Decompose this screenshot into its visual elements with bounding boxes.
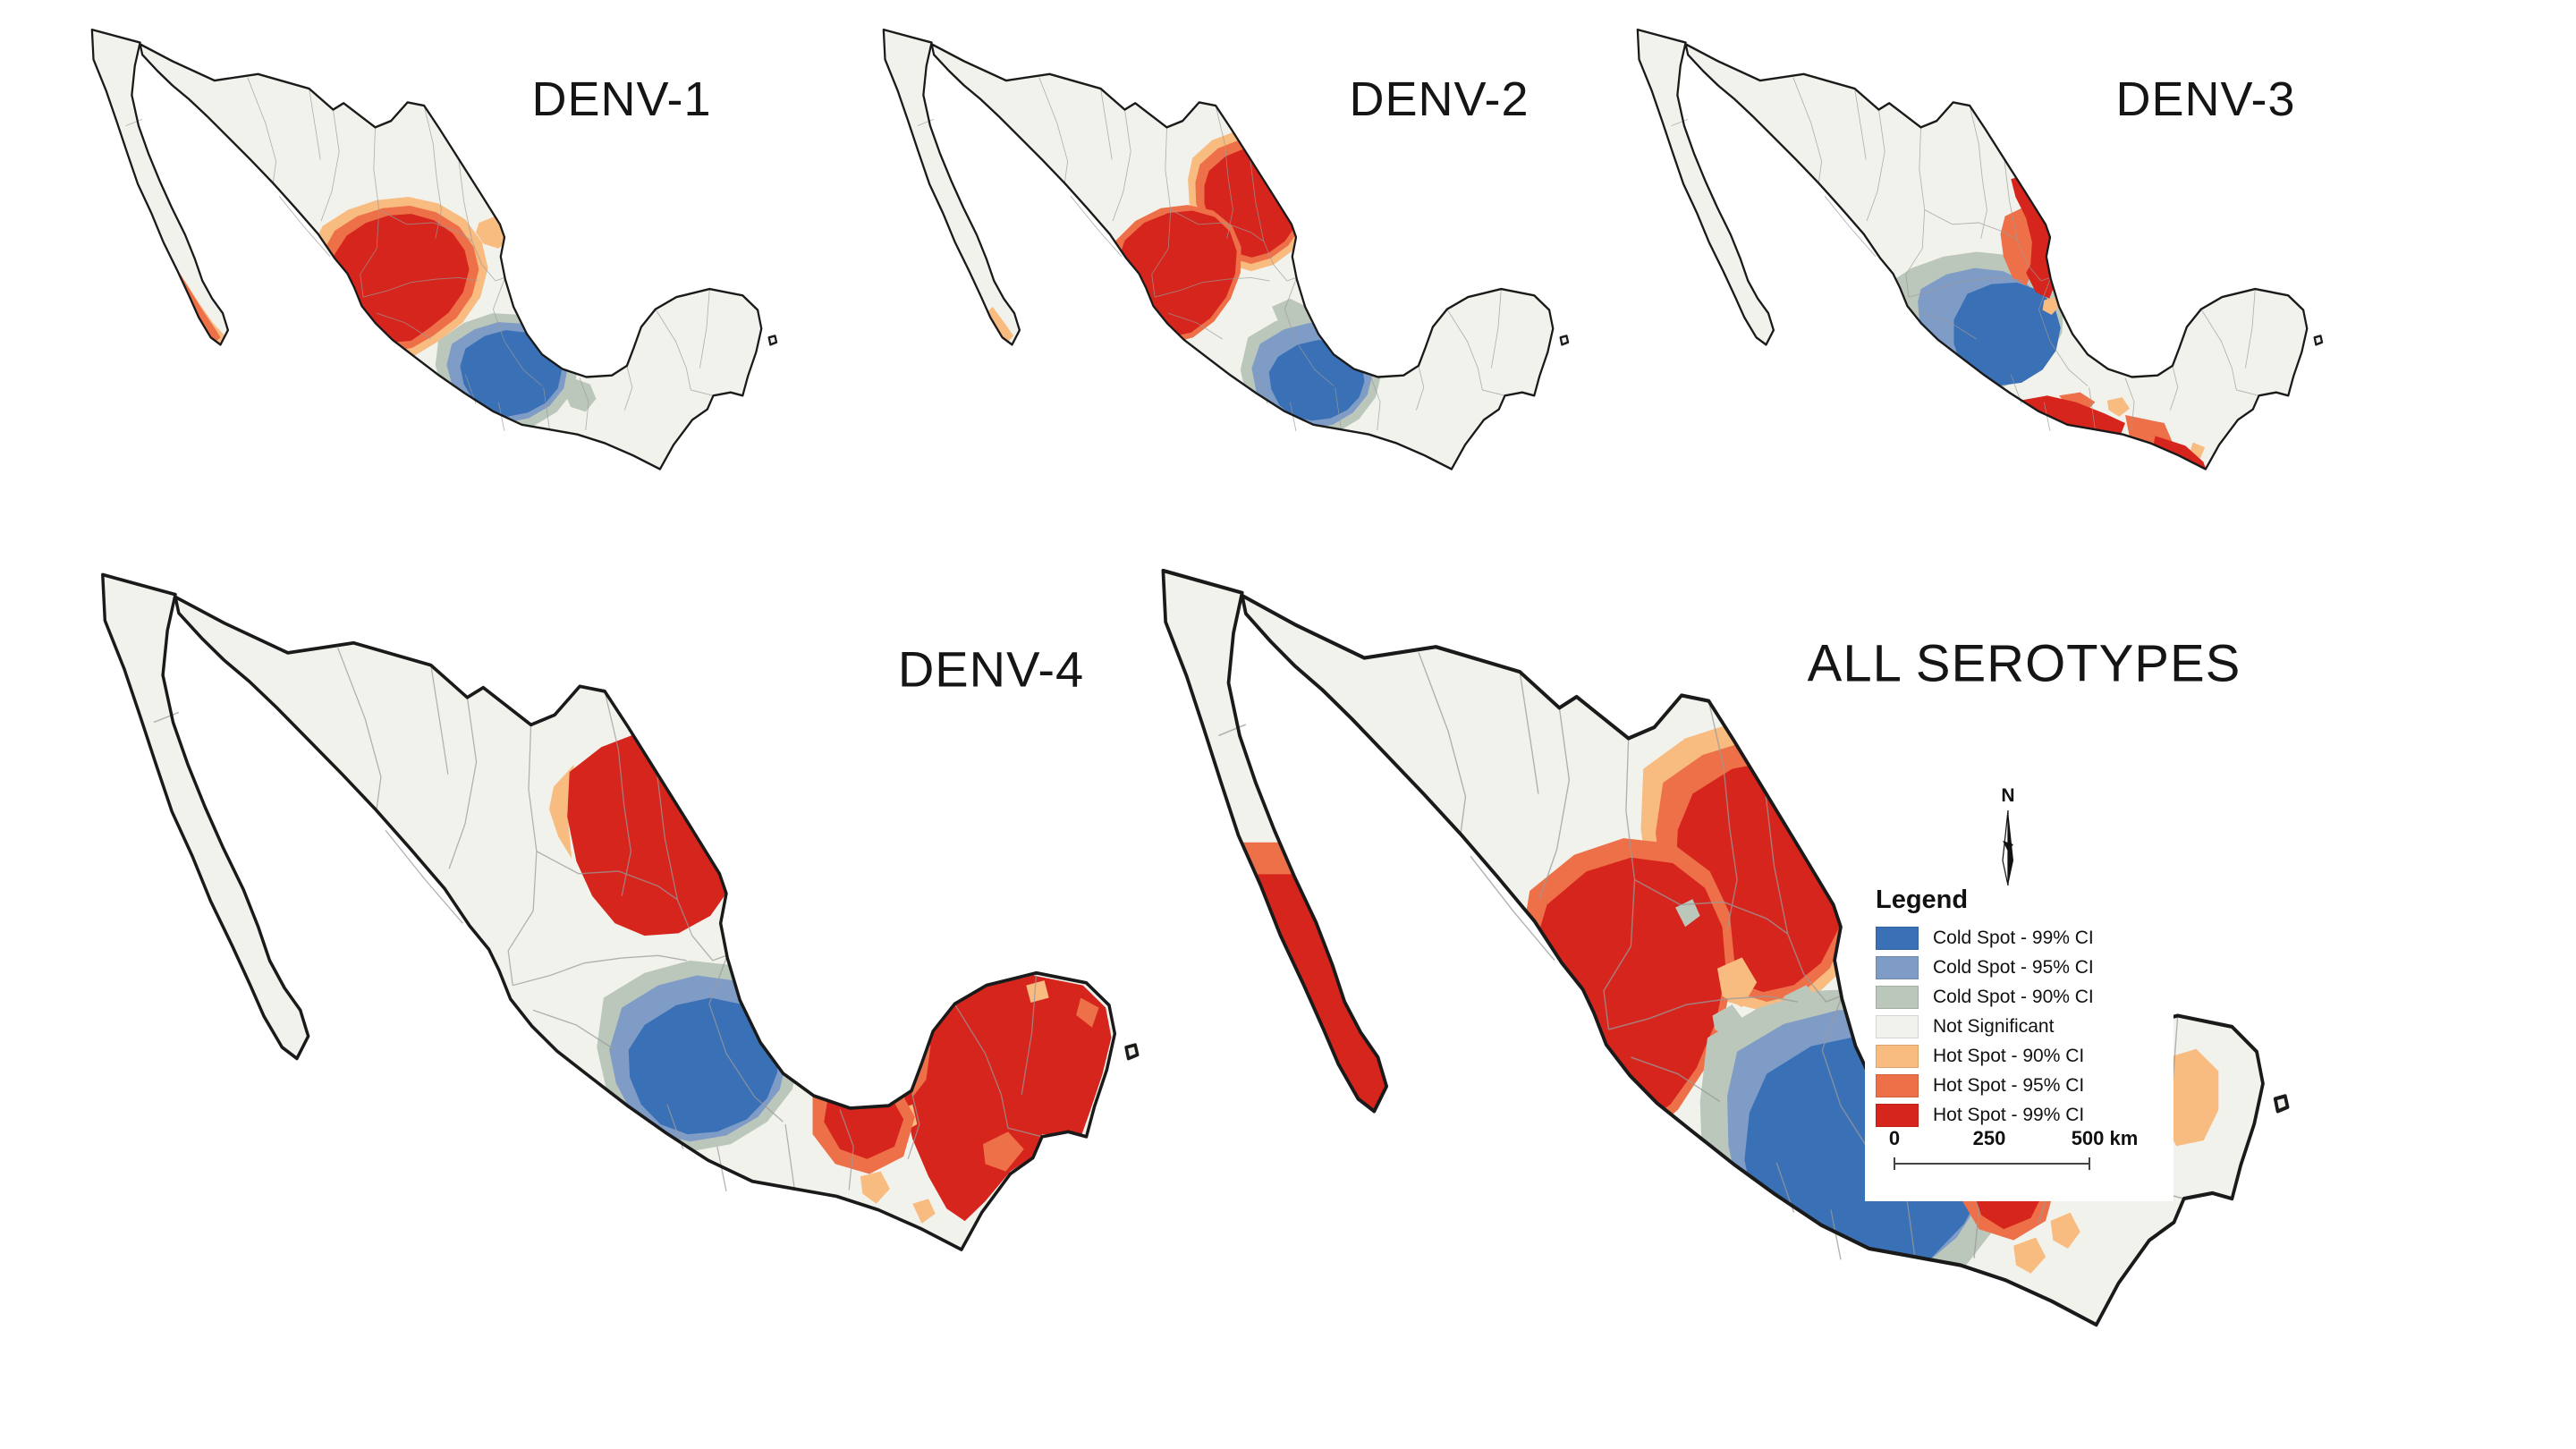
legend-panel: N Legend Cold Spot - 99% CI Cold Spot - …	[1865, 776, 2174, 1201]
hot99-region	[1174, 874, 1407, 1130]
hot95-region	[1076, 997, 1099, 1028]
hot99-region	[903, 975, 1112, 1222]
hot90-region	[986, 306, 1014, 344]
legend-swatch-hot95	[1876, 1074, 1919, 1097]
map-title-denv2: DENV-2	[1349, 72, 1530, 126]
map-denv2	[845, 22, 1597, 523]
north-arrow: N	[2001, 785, 2015, 886]
hot90-region	[2050, 1212, 2080, 1249]
hot90-region	[1026, 980, 1049, 1004]
hot95-region	[726, 873, 747, 914]
legend-swatch-cold99	[1876, 927, 1919, 950]
legend-item-cold99: Cold Spot - 99% CI	[1876, 927, 2094, 950]
cold99-region	[460, 330, 562, 417]
cold90-region	[1784, 985, 1821, 1019]
hot90-region	[860, 1171, 890, 1204]
map-title-denv3: DENV-3	[2115, 72, 2296, 126]
north-label: N	[2001, 785, 2014, 806]
legend-swatch-hot99	[1876, 1104, 1919, 1127]
legend-item-cold95: Cold Spot - 95% CI	[1876, 956, 2094, 979]
hot90-region	[2106, 397, 2131, 417]
legend-item-hot99: Hot Spot - 99% CI	[1876, 1104, 2094, 1127]
legend-item-hot95: Hot Spot - 95% CI	[1876, 1074, 2094, 1097]
hot90-region	[2190, 442, 2206, 459]
legend-swatch-cold90	[1876, 986, 1919, 1009]
legend-item-label: Not Significant	[1933, 1016, 2055, 1037]
legend-rows: Cold Spot - 99% CI Cold Spot - 95% CI Co…	[1876, 927, 2094, 1133]
hot99-region	[333, 214, 470, 343]
legend-item-cold90: Cold Spot - 90% CI	[1876, 986, 2094, 1009]
legend-item-label: Hot Spot - 95% CI	[1933, 1075, 2085, 1096]
map-title-denv4: DENV-4	[897, 640, 1085, 698]
legend-item-label: Hot Spot - 90% CI	[1933, 1046, 2085, 1066]
map-denv1	[54, 22, 805, 523]
legend-swatch-cold95	[1876, 956, 1919, 979]
legend-item-notsig: Not Significant	[1876, 1015, 2094, 1038]
scale-bar: 0 250 500 km	[1865, 1127, 2174, 1181]
hot90-region	[1717, 957, 1758, 1008]
hot90-region	[2042, 297, 2060, 315]
cold99-region	[1953, 282, 2061, 386]
cold90-region	[1712, 1004, 1745, 1038]
hot90-region	[1653, 1134, 1681, 1165]
hot90-region	[1419, 940, 1446, 978]
legend-item-hot90: Hot Spot - 90% CI	[1876, 1045, 2094, 1068]
hot95-region	[983, 1131, 1024, 1172]
cold90-region	[1272, 298, 1311, 330]
map-denv3	[1599, 22, 2351, 523]
hot90-region	[1160, 339, 1174, 356]
scale-label-mid: 250	[1972, 1127, 2006, 1149]
hot95-region	[178, 271, 221, 344]
cold99-region	[628, 997, 778, 1135]
hot90-region	[2013, 1237, 2046, 1274]
legend-item-label: Cold Spot - 95% CI	[1933, 957, 2094, 978]
hot95-region	[1386, 869, 1419, 913]
hot90-region	[912, 1199, 936, 1224]
map-title-all: ALL SEROTYPES	[1807, 634, 2241, 693]
legend-item-label: Cold Spot - 99% CI	[1933, 928, 2094, 948]
legend-swatch-notsig	[1876, 1015, 1919, 1038]
legend-item-label: Cold Spot - 90% CI	[1933, 987, 2094, 1007]
map-denv4	[45, 564, 1181, 1333]
map-title-denv1: DENV-1	[531, 72, 712, 126]
legend-title: Legend	[1876, 886, 1969, 914]
scale-label-start: 0	[1888, 1127, 1901, 1149]
scale-bar-line	[1894, 1157, 2090, 1170]
hotspot-coldspot-layer-denv4	[548, 728, 1112, 1224]
hot90-region	[548, 764, 574, 860]
scale-label-end: 500 km	[2071, 1127, 2139, 1149]
cold90-region	[1675, 899, 1700, 928]
legend-item-label: Hot Spot - 99% CI	[1933, 1105, 2085, 1125]
hot90-region	[1329, 816, 1360, 852]
legend-swatch-hot90	[1876, 1045, 1919, 1068]
north-needle-fletch	[2003, 841, 2013, 852]
